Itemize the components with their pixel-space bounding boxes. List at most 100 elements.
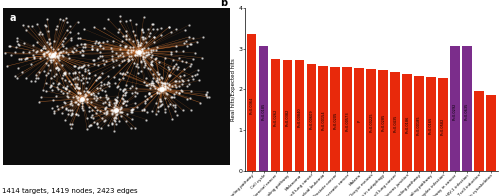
Point xyxy=(183,44,191,47)
Point xyxy=(152,28,160,31)
Point xyxy=(42,73,50,76)
Point xyxy=(36,56,44,60)
Point xyxy=(123,71,131,74)
Point xyxy=(191,74,199,77)
Point xyxy=(178,82,186,85)
Point xyxy=(56,51,64,54)
Point xyxy=(140,58,147,61)
Point xyxy=(66,89,74,93)
Point xyxy=(50,52,58,55)
Point xyxy=(52,67,60,70)
Point xyxy=(156,26,164,29)
Point xyxy=(113,108,121,111)
Point xyxy=(127,50,135,53)
Point xyxy=(77,98,85,101)
Point xyxy=(46,58,54,61)
Point xyxy=(78,108,86,111)
Point xyxy=(154,91,162,94)
Point xyxy=(161,97,169,100)
Point xyxy=(100,119,108,122)
Point xyxy=(64,53,72,56)
Point xyxy=(60,71,68,74)
Point xyxy=(50,111,58,114)
Point xyxy=(140,51,148,54)
Point xyxy=(141,63,149,66)
Point xyxy=(83,98,91,101)
Point xyxy=(87,92,95,95)
Point xyxy=(188,57,196,60)
Point xyxy=(192,51,200,54)
Point xyxy=(194,68,202,71)
Point xyxy=(110,109,118,112)
Point xyxy=(78,98,86,102)
Point xyxy=(44,64,52,67)
Point xyxy=(194,40,202,43)
Point xyxy=(116,20,124,23)
Point xyxy=(170,110,178,113)
Point xyxy=(52,51,60,54)
Point xyxy=(58,105,66,109)
Point xyxy=(47,76,55,79)
Point xyxy=(101,108,109,111)
Point xyxy=(48,106,56,109)
Point xyxy=(76,91,84,94)
Point xyxy=(105,82,113,85)
Point xyxy=(62,17,70,20)
Point xyxy=(30,57,38,60)
Point xyxy=(140,109,148,112)
Point xyxy=(121,46,129,49)
Point xyxy=(88,91,96,94)
Point xyxy=(109,65,117,69)
Point xyxy=(103,109,111,113)
Point xyxy=(34,23,42,26)
Point xyxy=(68,83,76,86)
Point xyxy=(12,37,20,40)
Point xyxy=(150,40,158,44)
Point xyxy=(104,111,112,114)
Point xyxy=(81,69,89,73)
Point xyxy=(68,99,76,103)
Point xyxy=(42,51,50,54)
Point xyxy=(92,78,100,82)
Point xyxy=(113,85,121,88)
Point xyxy=(96,81,104,84)
Text: P=0.0205: P=0.0205 xyxy=(334,112,338,129)
Point xyxy=(131,54,139,57)
Point xyxy=(96,44,104,47)
Point xyxy=(99,59,107,62)
Point xyxy=(142,51,150,54)
Point xyxy=(70,64,78,67)
Point xyxy=(32,73,40,76)
Point xyxy=(108,111,116,114)
Point xyxy=(87,93,95,96)
Point xyxy=(54,107,62,110)
Point xyxy=(22,58,30,61)
Point xyxy=(137,41,145,44)
Point xyxy=(62,47,70,50)
Point xyxy=(72,100,80,103)
Point xyxy=(164,26,172,29)
Point xyxy=(142,54,150,57)
Point xyxy=(126,111,134,114)
Point xyxy=(140,81,148,84)
Point xyxy=(14,67,22,70)
Point xyxy=(5,44,13,47)
Point xyxy=(158,103,166,106)
Point xyxy=(116,15,124,18)
Point xyxy=(36,30,44,33)
Point xyxy=(88,47,96,51)
Point xyxy=(118,97,126,100)
Point xyxy=(0,51,8,54)
Point xyxy=(155,72,163,75)
Point xyxy=(46,55,54,58)
Point xyxy=(112,108,120,111)
Point xyxy=(131,33,139,36)
Point xyxy=(75,65,83,68)
Point xyxy=(30,49,38,52)
Point xyxy=(25,50,33,53)
Point xyxy=(158,86,166,89)
Point xyxy=(149,49,157,52)
Point xyxy=(156,87,164,90)
Point xyxy=(131,53,139,56)
Point xyxy=(15,57,23,60)
